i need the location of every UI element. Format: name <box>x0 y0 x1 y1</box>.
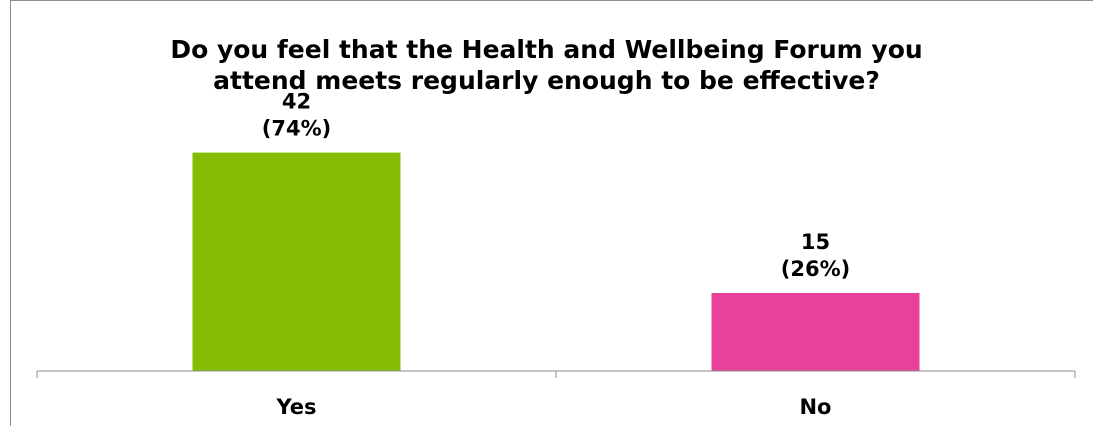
x-tick-label-no: No <box>799 395 831 419</box>
data-label-percent-no: (26%) <box>781 257 850 281</box>
x-tick-label-yes: Yes <box>275 395 316 419</box>
chart-title-line-1: Do you feel that the Health and Wellbein… <box>170 35 923 64</box>
data-label-value-no: 15 <box>801 230 830 254</box>
data-label-value-yes: 42 <box>282 90 311 114</box>
data-label-percent-yes: (74%) <box>262 117 331 141</box>
bar-yes <box>192 152 401 371</box>
chart-frame <box>10 0 1093 426</box>
bar-no <box>711 293 920 371</box>
chart-title: Do you feel that the Health and Wellbein… <box>0 34 1093 96</box>
chart-title-line-2: attend meets regularly enough to be effe… <box>213 66 880 95</box>
